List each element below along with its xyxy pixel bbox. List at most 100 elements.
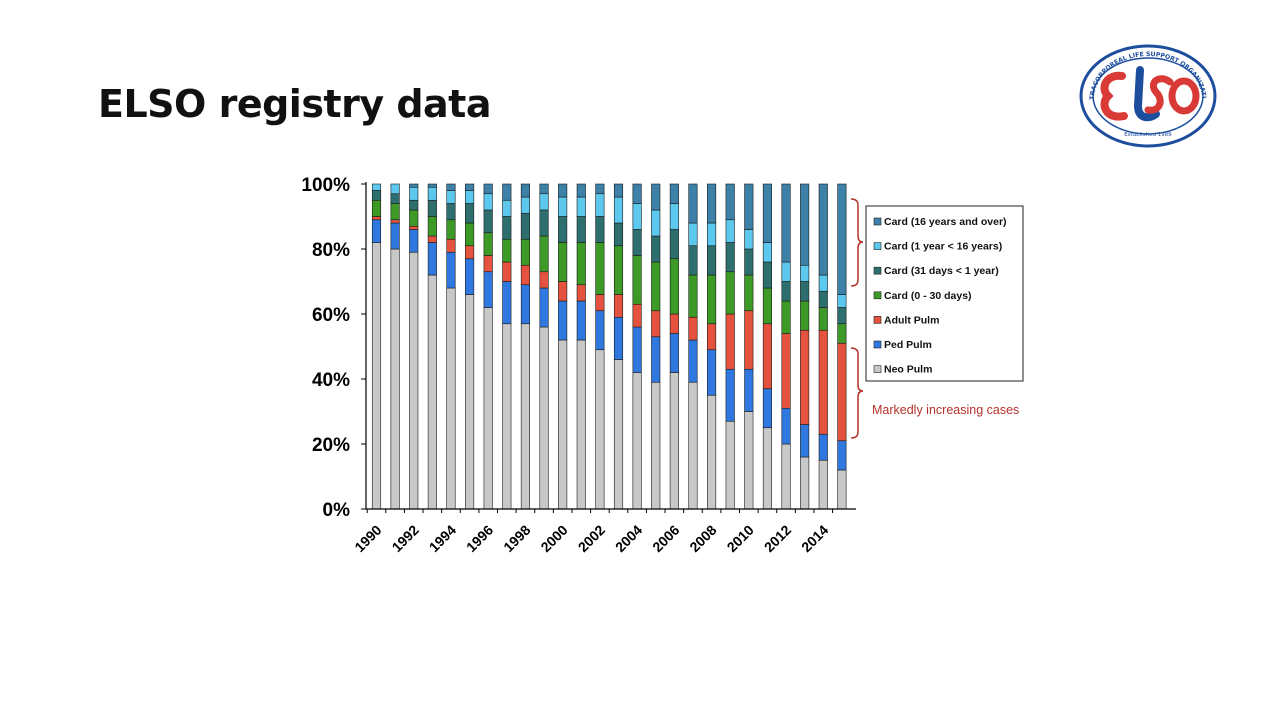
bar-segment-2014-3 — [818, 307, 828, 331]
bar-segment-2001-4 — [576, 216, 586, 243]
bar-segment-1997-4 — [502, 216, 512, 240]
bar-segment-2014-6 — [818, 183, 828, 276]
bar-segment-1998-5 — [520, 196, 530, 214]
logo-letter-e — [1100, 71, 1128, 121]
legend-swatch — [873, 242, 882, 250]
bar-segment-2009-5 — [725, 219, 735, 243]
bar-segment-1996-5 — [483, 193, 493, 211]
bar-segment-2011-5 — [762, 242, 772, 263]
bar-segment-2015-2 — [837, 342, 847, 442]
bar-segment-1998-2 — [520, 264, 530, 286]
legend-label: Ped Pulm — [884, 339, 932, 351]
bar-segment-2007-1 — [688, 339, 698, 383]
bar-segment-1996-3 — [483, 232, 493, 256]
logo-established: Established 1989 — [1124, 132, 1172, 138]
bar-segment-1991-1 — [390, 222, 400, 250]
bar-segment-1990-0 — [371, 242, 382, 510]
bar-segment-1992-4 — [409, 199, 419, 211]
chart-legend: Card (16 years and over) Card (1 year < 1… — [865, 205, 1024, 382]
bar-segment-2015-3 — [837, 323, 847, 344]
bar-segment-2015-6 — [837, 183, 847, 295]
bar-segment-2007-0 — [688, 381, 698, 510]
bar-segment-2003-4 — [613, 222, 624, 247]
bar-segment-2004-3 — [632, 255, 642, 305]
bar-segment-1993-1 — [427, 242, 437, 276]
bar-segment-2011-0 — [762, 427, 772, 510]
bar-segment-2008-5 — [707, 222, 717, 247]
bar-segment-1998-3 — [520, 238, 530, 266]
annotation-layer: Markedly increasing cases — [850, 198, 1019, 439]
y-tick-label: 40% — [312, 370, 350, 391]
bar-segment-2007-2 — [688, 316, 698, 341]
bar-segment-2005-0 — [651, 381, 661, 510]
bar-segment-1990-3 — [371, 199, 382, 217]
bar-segment-2001-3 — [576, 242, 586, 286]
bar-segment-2005-2 — [651, 310, 661, 338]
bar-segment-2002-0 — [595, 349, 605, 510]
bar-segment-1999-1 — [539, 287, 549, 328]
bar-segment-2009-6 — [725, 183, 735, 221]
bar-segment-1999-6 — [539, 183, 549, 195]
bar-segment-2012-5 — [781, 261, 791, 282]
x-tick-label: 1990 — [351, 522, 384, 555]
bar-segment-2003-1 — [613, 316, 624, 360]
bar-segment-2001-6 — [576, 183, 586, 198]
bar-segment-1992-2 — [409, 225, 419, 230]
x-tick-label: 1992 — [389, 522, 422, 555]
legend-swatch — [873, 291, 882, 300]
bar-segment-2002-3 — [595, 242, 605, 295]
bar-segment-2000-2 — [558, 281, 568, 302]
bar-segment-1996-2 — [483, 255, 493, 273]
bar-segment-2015-5 — [837, 294, 847, 308]
bar-segment-2008-0 — [707, 394, 717, 510]
bar-segment-2005-3 — [651, 261, 661, 312]
bar-segment-2001-5 — [576, 196, 586, 217]
bar-segment-1994-1 — [446, 251, 456, 289]
bar-segment-2013-1 — [800, 424, 810, 458]
bar-segment-1990-2 — [371, 216, 382, 221]
bar-segment-2014-4 — [818, 290, 828, 308]
logo-letter-s — [1144, 75, 1174, 114]
adult-pulm-bracket — [850, 347, 864, 439]
bar-segment-2010-1 — [744, 368, 754, 412]
y-tick-label: 60% — [312, 305, 350, 326]
bar-segment-2007-6 — [688, 183, 698, 224]
bar-segment-2008-1 — [707, 349, 717, 396]
bar-segment-2001-2 — [576, 284, 586, 302]
bar-segment-2003-3 — [613, 245, 624, 295]
bar-segment-2009-2 — [725, 313, 735, 370]
bar-segment-2004-0 — [632, 372, 642, 510]
bar-segment-1991-3 — [390, 203, 400, 221]
bar-segment-1999-4 — [539, 209, 549, 237]
bar-segment-2010-4 — [744, 248, 754, 276]
bar-segment-1998-1 — [520, 284, 530, 325]
bar-segment-1997-2 — [502, 261, 512, 282]
legend-swatch — [873, 365, 882, 373]
bar-segment-2014-1 — [818, 433, 828, 461]
bar-segment-2010-0 — [744, 411, 754, 510]
bar-segment-1994-2 — [446, 238, 456, 253]
legend-swatch — [873, 266, 882, 275]
bar-segment-1995-5 — [465, 190, 475, 204]
x-tick-label: 1994 — [426, 522, 459, 555]
logo-letter-l — [1133, 66, 1160, 122]
bar-segment-1993-3 — [427, 216, 437, 237]
bar-segment-2014-2 — [818, 329, 828, 435]
bar-segment-2011-1 — [762, 388, 772, 429]
bar-segment-2015-1 — [837, 440, 847, 471]
bar-segment-2012-2 — [781, 333, 791, 409]
bar-segment-2000-5 — [558, 196, 568, 217]
bar-segment-1996-0 — [483, 307, 493, 510]
bar-segment-1997-3 — [502, 238, 512, 263]
bar-segment-2001-1 — [576, 300, 586, 341]
bar-segment-2000-1 — [558, 300, 568, 341]
bar-segment-2007-5 — [688, 222, 698, 247]
bar-segment-2014-5 — [818, 274, 828, 292]
x-tick-label: 2006 — [649, 522, 682, 555]
bar-segment-2013-5 — [800, 264, 810, 282]
bar-segment-1997-6 — [502, 183, 512, 201]
y-tick-label: 100% — [301, 175, 350, 196]
bar-segment-1994-4 — [446, 203, 456, 221]
x-tick-label: 1998 — [500, 522, 533, 555]
